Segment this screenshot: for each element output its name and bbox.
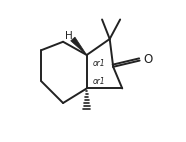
- Text: O: O: [143, 53, 152, 66]
- Text: or1: or1: [93, 59, 106, 68]
- Polygon shape: [71, 37, 87, 55]
- Text: H: H: [65, 32, 73, 41]
- Text: or1: or1: [93, 77, 106, 86]
